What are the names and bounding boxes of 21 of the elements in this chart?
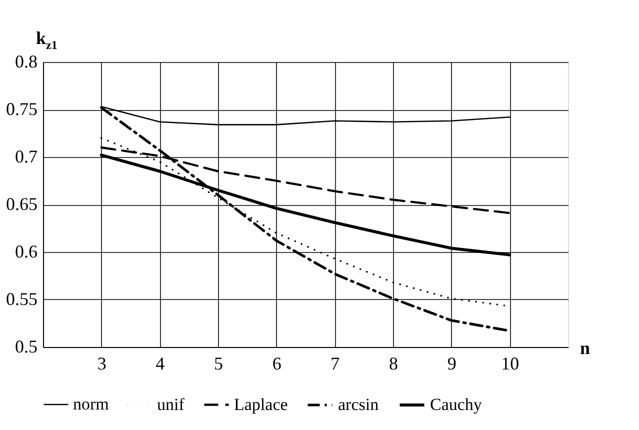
x-tick-label: 8 bbox=[389, 354, 398, 374]
y-tick-label: 0.75 bbox=[6, 99, 38, 119]
y-tick-label: 0.6 bbox=[15, 242, 38, 262]
x-axis-title: n bbox=[580, 338, 590, 358]
x-tick-label: 10 bbox=[501, 354, 520, 374]
legend-label: norm bbox=[73, 394, 109, 414]
x-tick-label: 3 bbox=[97, 354, 106, 374]
x-tick-label: 9 bbox=[447, 354, 456, 374]
legend-label: arcsin bbox=[338, 395, 380, 414]
x-tick-label: 5 bbox=[214, 354, 223, 374]
legend-label: Cauchy bbox=[430, 395, 482, 414]
x-tick-label: 6 bbox=[272, 354, 282, 374]
y-tick-label: 0.8 bbox=[15, 52, 38, 72]
legend-label: Laplace bbox=[234, 394, 288, 414]
y-tick-label: 0.5 bbox=[15, 336, 38, 356]
y-tick-label: 0.7 bbox=[15, 146, 38, 166]
y-tick-label: 0.65 bbox=[6, 194, 38, 214]
legend-label: unif bbox=[157, 394, 185, 414]
x-tick-label: 4 bbox=[156, 354, 165, 374]
x-tick-label: 7 bbox=[330, 354, 340, 374]
y-tick-label: 0.55 bbox=[6, 289, 38, 309]
